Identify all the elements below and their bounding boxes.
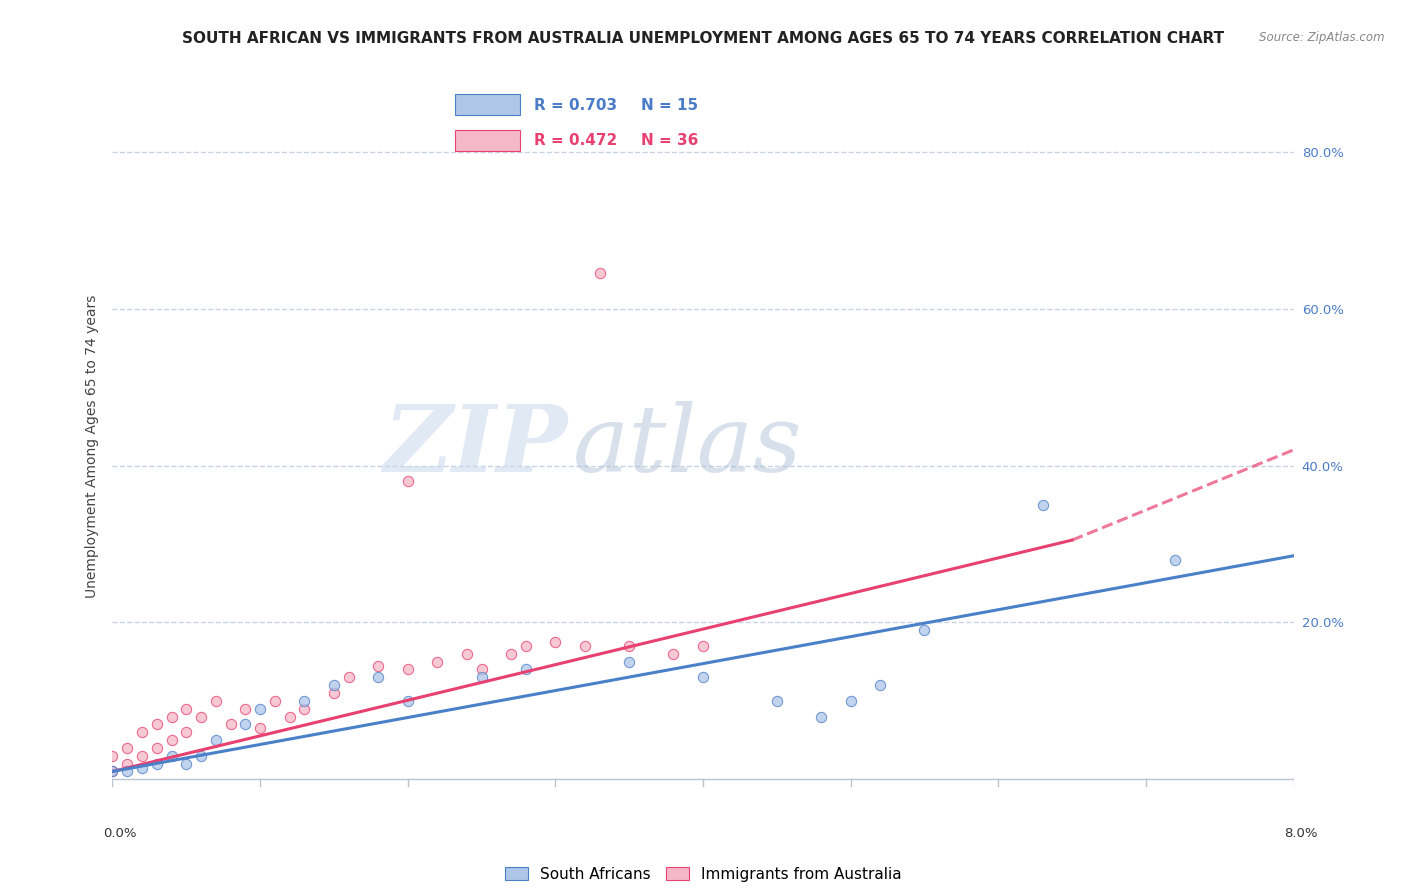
Text: R = 0.472: R = 0.472 — [534, 133, 617, 148]
Text: N = 15: N = 15 — [641, 98, 697, 112]
Point — [839, 694, 862, 708]
Point — [160, 748, 183, 763]
Point — [692, 639, 714, 653]
Point — [869, 678, 891, 692]
Point — [292, 694, 315, 708]
Point — [1164, 552, 1187, 566]
Point — [515, 663, 537, 677]
Point — [101, 764, 124, 779]
Point — [131, 760, 153, 774]
Point — [426, 655, 449, 669]
Point — [367, 658, 389, 673]
Point — [396, 663, 419, 677]
Text: N = 36: N = 36 — [641, 133, 699, 148]
Text: Source: ZipAtlas.com: Source: ZipAtlas.com — [1260, 31, 1385, 45]
Point — [765, 694, 787, 708]
Point — [515, 639, 537, 653]
Point — [174, 702, 197, 716]
Point — [101, 748, 124, 763]
Point — [205, 733, 228, 747]
Point — [619, 639, 641, 653]
Point — [190, 748, 212, 763]
Point — [174, 725, 197, 739]
Point — [249, 721, 271, 735]
Text: 0.0%: 0.0% — [103, 827, 136, 839]
Point — [146, 740, 169, 755]
Point — [146, 717, 169, 731]
Point — [323, 686, 346, 700]
Point — [456, 647, 478, 661]
Point — [117, 764, 138, 779]
Point — [219, 717, 242, 731]
Point — [692, 670, 714, 684]
Text: atlas: atlas — [574, 401, 803, 491]
Text: SOUTH AFRICAN VS IMMIGRANTS FROM AUSTRALIA UNEMPLOYMENT AMONG AGES 65 TO 74 YEAR: SOUTH AFRICAN VS IMMIGRANTS FROM AUSTRAL… — [181, 31, 1225, 46]
Point — [131, 748, 153, 763]
Point — [662, 647, 685, 661]
FancyBboxPatch shape — [454, 130, 520, 152]
Point — [471, 670, 494, 684]
Point — [396, 475, 419, 489]
Point — [471, 663, 494, 677]
Point — [117, 740, 138, 755]
Point — [264, 694, 287, 708]
Point — [619, 655, 641, 669]
Point — [233, 702, 256, 716]
Legend: South Africans, Immigrants from Australia: South Africans, Immigrants from Australi… — [499, 861, 907, 888]
Point — [174, 756, 197, 771]
Point — [131, 725, 153, 739]
Point — [544, 635, 567, 649]
Point — [249, 702, 271, 716]
Point — [101, 764, 124, 779]
Point — [914, 624, 936, 638]
Point — [190, 709, 212, 723]
Point — [205, 694, 228, 708]
Point — [367, 670, 389, 684]
Point — [146, 756, 169, 771]
Point — [396, 694, 419, 708]
Point — [278, 709, 301, 723]
Point — [810, 709, 832, 723]
Point — [1032, 498, 1054, 512]
Point — [233, 717, 256, 731]
Point — [588, 267, 610, 281]
Point — [323, 678, 346, 692]
Point — [160, 709, 183, 723]
Text: R = 0.703: R = 0.703 — [534, 98, 617, 112]
Point — [160, 733, 183, 747]
Point — [501, 647, 523, 661]
Point — [337, 670, 360, 684]
Text: ZIP: ZIP — [382, 401, 567, 491]
Y-axis label: Unemployment Among Ages 65 to 74 years: Unemployment Among Ages 65 to 74 years — [84, 294, 98, 598]
Point — [117, 756, 138, 771]
FancyBboxPatch shape — [454, 94, 520, 115]
Text: 8.0%: 8.0% — [1284, 827, 1317, 839]
Point — [574, 639, 596, 653]
Point — [292, 702, 315, 716]
